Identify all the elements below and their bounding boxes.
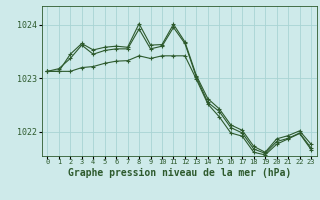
X-axis label: Graphe pression niveau de la mer (hPa): Graphe pression niveau de la mer (hPa) bbox=[68, 168, 291, 178]
